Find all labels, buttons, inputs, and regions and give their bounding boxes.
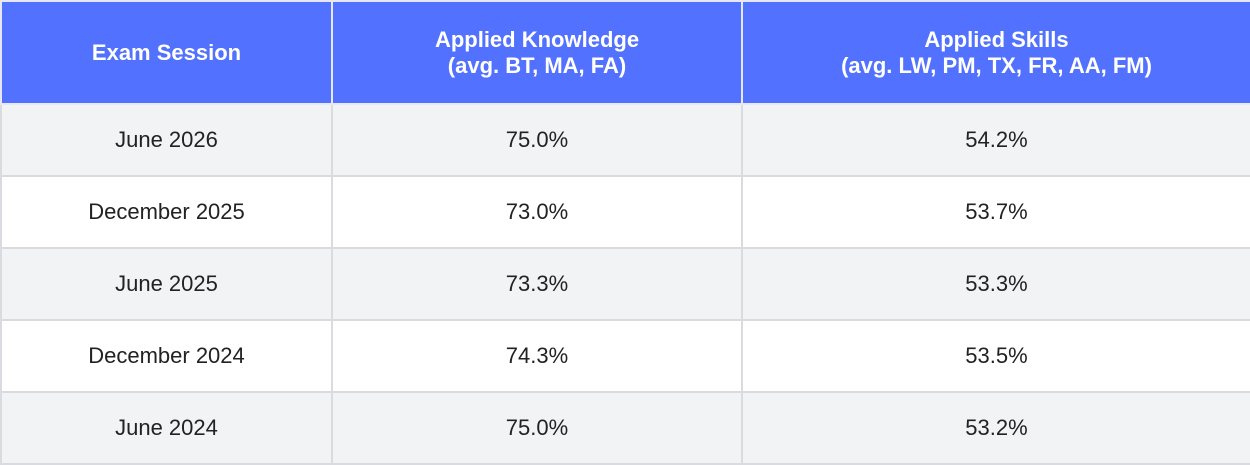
- table-row: June 2025 73.3% 53.3%: [0, 247, 1250, 321]
- header-text: Applied Skills: [924, 26, 1069, 52]
- header-cell: Applied Skills (avg. LW, PM, TX, FR, AA, …: [741, 0, 1250, 105]
- table-cell: 73.0%: [331, 175, 743, 249]
- header-text: (avg. BT, MA, FA): [447, 52, 627, 78]
- table-body: June 2026 75.0% 54.2% December 2025 73.0% 53.…: [0, 103, 1250, 465]
- table-cell: 73.3%: [331, 247, 743, 321]
- table-row: June 2024 75.0% 53.2%: [0, 391, 1250, 465]
- header-row: Exam Session Applied Knowledge (avg. BT, M…: [0, 0, 1250, 105]
- table-row: December 2024 74.3% 53.5%: [0, 319, 1250, 393]
- header-text: Applied Knowledge: [434, 26, 640, 52]
- header-cell: Exam Session: [0, 0, 333, 105]
- table-row: June 2026 75.0% 54.2%: [0, 103, 1250, 177]
- table-row: December 2025 73.0% 53.7%: [0, 175, 1250, 249]
- table-cell: 54.2%: [741, 103, 1250, 177]
- table-cell: December 2025: [0, 175, 333, 249]
- header-text: (avg. LW, PM, TX, FR, AA, FM): [841, 52, 1152, 78]
- header-text: Exam Session: [91, 39, 242, 65]
- table-cell: June 2025: [0, 247, 333, 321]
- table-cell: 53.2%: [741, 391, 1250, 465]
- table-cell: 53.5%: [741, 319, 1250, 393]
- table-cell: 53.7%: [741, 175, 1250, 249]
- table-cell: June 2024: [0, 391, 333, 465]
- header-cell: Applied Knowledge (avg. BT, MA, FA): [331, 0, 743, 105]
- table-cell: 53.3%: [741, 247, 1250, 321]
- table-cell: 75.0%: [331, 391, 743, 465]
- table-cell: June 2026: [0, 103, 333, 177]
- table-cell: 74.3%: [331, 319, 743, 393]
- table-cell: December 2024: [0, 319, 333, 393]
- table-cell: 75.0%: [331, 103, 743, 177]
